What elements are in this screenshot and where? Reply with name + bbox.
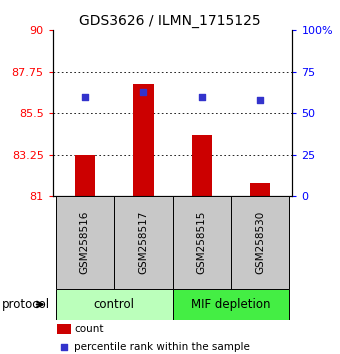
Bar	[191, 136, 212, 196]
Text: GSM258530: GSM258530	[255, 211, 265, 274]
Text: GDS3626 / ILMN_1715125: GDS3626 / ILMN_1715125	[79, 14, 261, 28]
Bar	[56, 289, 173, 320]
Text: percentile rank within the sample: percentile rank within the sample	[74, 342, 250, 352]
Text: GSM258517: GSM258517	[138, 211, 148, 274]
Text: GSM258515: GSM258515	[197, 211, 207, 274]
Text: GSM258516: GSM258516	[80, 211, 90, 274]
Bar	[74, 155, 95, 196]
Point	[257, 97, 263, 103]
Point	[199, 94, 204, 99]
Bar	[114, 196, 173, 289]
Point	[61, 344, 67, 349]
Point	[82, 94, 88, 99]
Bar	[133, 84, 154, 196]
Bar	[173, 196, 231, 289]
Bar	[173, 289, 289, 320]
Bar	[56, 196, 114, 289]
Bar	[250, 183, 271, 196]
Text: protocol: protocol	[2, 298, 50, 311]
Text: control: control	[94, 298, 135, 311]
Text: count: count	[74, 325, 104, 335]
Point	[141, 89, 146, 95]
Bar	[231, 196, 289, 289]
Bar	[57, 324, 71, 335]
Text: MIF depletion: MIF depletion	[191, 298, 271, 311]
